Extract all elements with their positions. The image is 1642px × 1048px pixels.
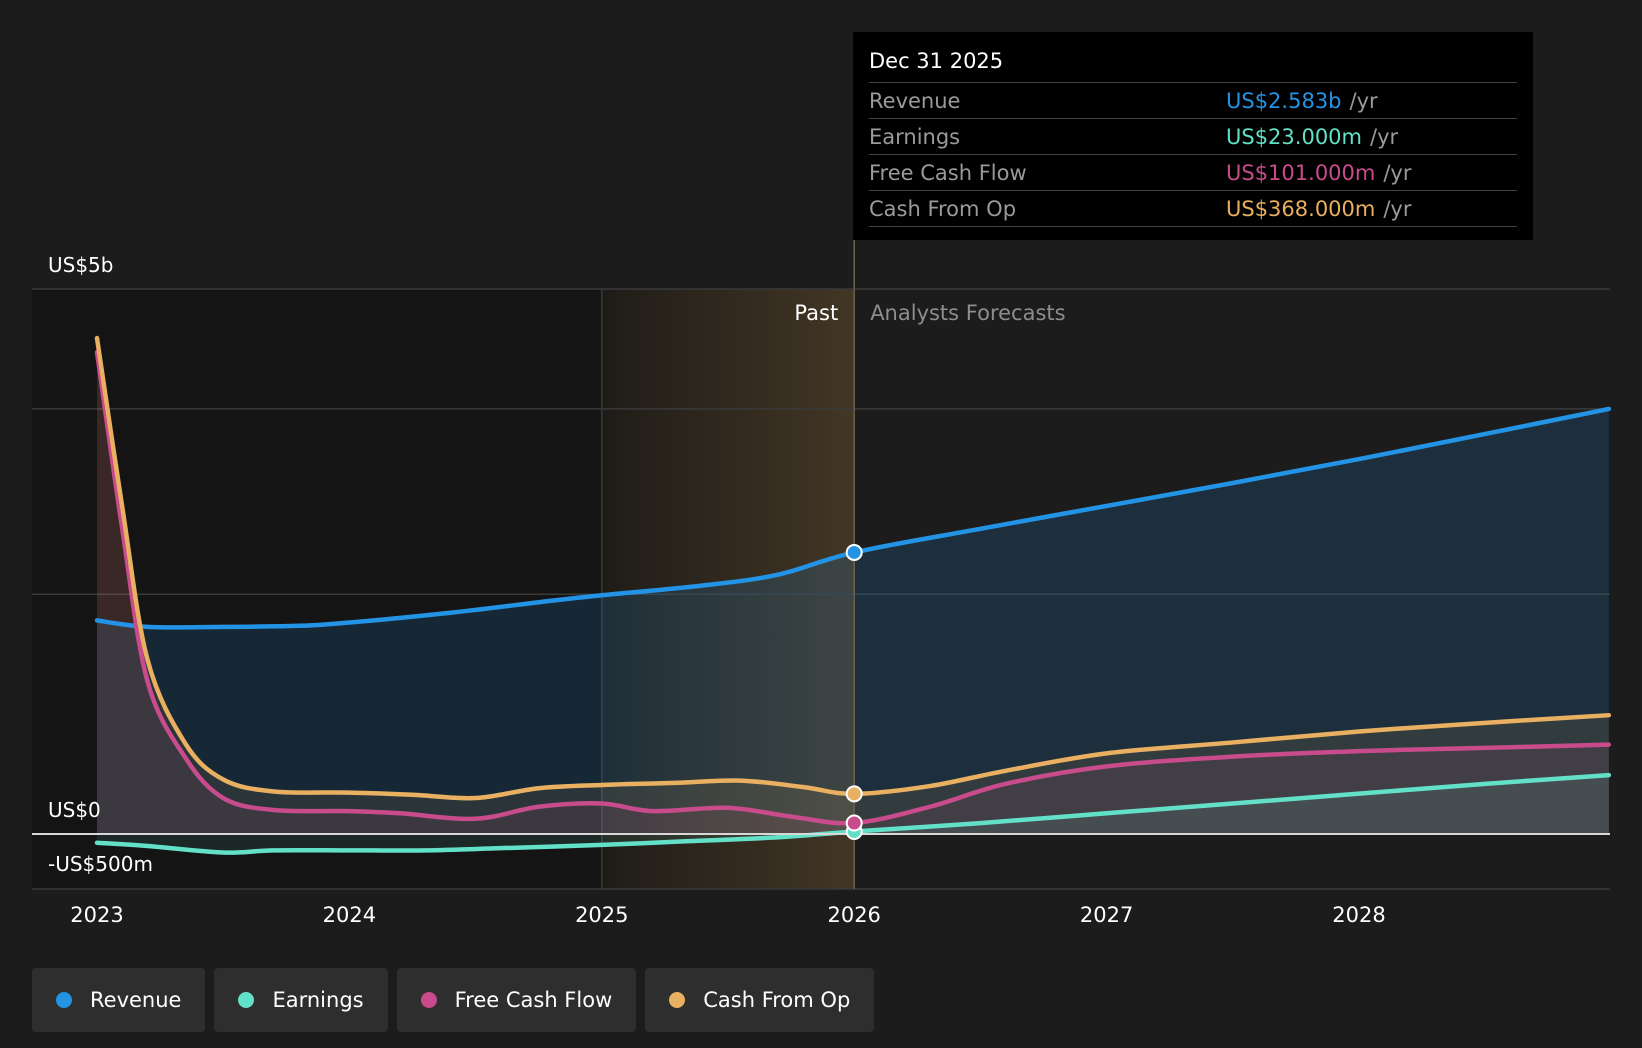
past-label: Past [794,301,838,325]
legend-item-earnings[interactable]: Earnings [214,968,388,1032]
line-cash-from-op [94,335,1612,801]
legend-dot-icon [669,992,686,1008]
tooltip-row-unit: /yr [1370,124,1399,149]
legend-label: Revenue [90,988,182,1012]
marker-revenue [845,543,863,561]
y-tick-label: US$0 [48,798,101,822]
tooltip-row-revenue: Revenue US$2.583b /yr [869,83,1517,119]
marker-cash-from-op [845,785,863,803]
legend-dot-icon [238,992,255,1008]
x-tick-label: 2024 [323,903,376,927]
tooltip-row-label: Earnings [869,124,961,149]
marker-free-cash-flow [845,814,863,832]
y-tick-label: US$5b [48,253,113,277]
tooltip-row-label: Cash From Op [869,196,1017,221]
tooltip-row-earnings: Earnings US$23.000m /yr [869,119,1517,155]
legend-label: Free Cash Flow [454,988,613,1012]
legend-dot-icon [420,992,437,1008]
forecast-label: Analysts Forecasts [870,301,1065,325]
tooltip-row-label: Free Cash Flow [869,160,1027,185]
tooltip-row-unit: /yr [1383,196,1412,221]
legend-item-free-cash-flow[interactable]: Free Cash Flow [396,968,637,1032]
x-tick-label: 2027 [1080,903,1133,927]
legend-dot-icon [56,992,72,1008]
x-tick-label: 2028 [1332,903,1385,927]
tooltip-row-cash-from-op: Cash From Op US$368.000m /yr [869,191,1517,227]
chart-legend: Revenue Earnings Free Cash Flow Cash Fro… [32,968,875,1032]
tooltip-row-unit: /yr [1349,88,1378,113]
y-tick-label: -US$500m [48,852,153,876]
tooltip-panel: Dec 31 2025 Revenue US$2.583b /yr Earnin… [853,32,1533,240]
legend-label: Earnings [272,988,364,1012]
grid-lines [32,288,1610,890]
tooltip-row-label: Revenue [869,88,961,113]
line-free-cash-flow [94,349,1612,826]
tooltip-row-value: US$2.583b [1226,88,1342,113]
line-earnings [94,772,1612,855]
legend-label: Cash From Op [703,988,851,1012]
tooltip-date: Dec 31 2025 [869,46,1517,83]
x-tick-label: 2026 [827,903,880,927]
line-revenue [94,406,1612,630]
legend-item-revenue[interactable]: Revenue [32,968,206,1032]
x-tick-label: 2023 [70,903,123,927]
series-lines [94,335,1612,855]
tooltip-row-value: US$368.000m [1226,196,1376,221]
tooltip-markers [845,543,863,840]
x-axis-labels: 2023 2024 2025 2026 2027 2028 [70,903,1385,927]
tooltip-row-unit: /yr [1383,160,1412,185]
tooltip-row-value: US$23.000m [1226,124,1362,149]
legend-item-cash-from-op[interactable]: Cash From Op [645,968,875,1032]
y-axis-labels: US$5b US$0 -US$500m [48,253,153,876]
area-revenue [97,408,1609,834]
x-tick-label: 2025 [575,903,628,927]
tooltip-row-value: US$101.000m [1226,160,1376,185]
tooltip-row-free-cash-flow: Free Cash Flow US$101.000m /yr [869,155,1517,191]
